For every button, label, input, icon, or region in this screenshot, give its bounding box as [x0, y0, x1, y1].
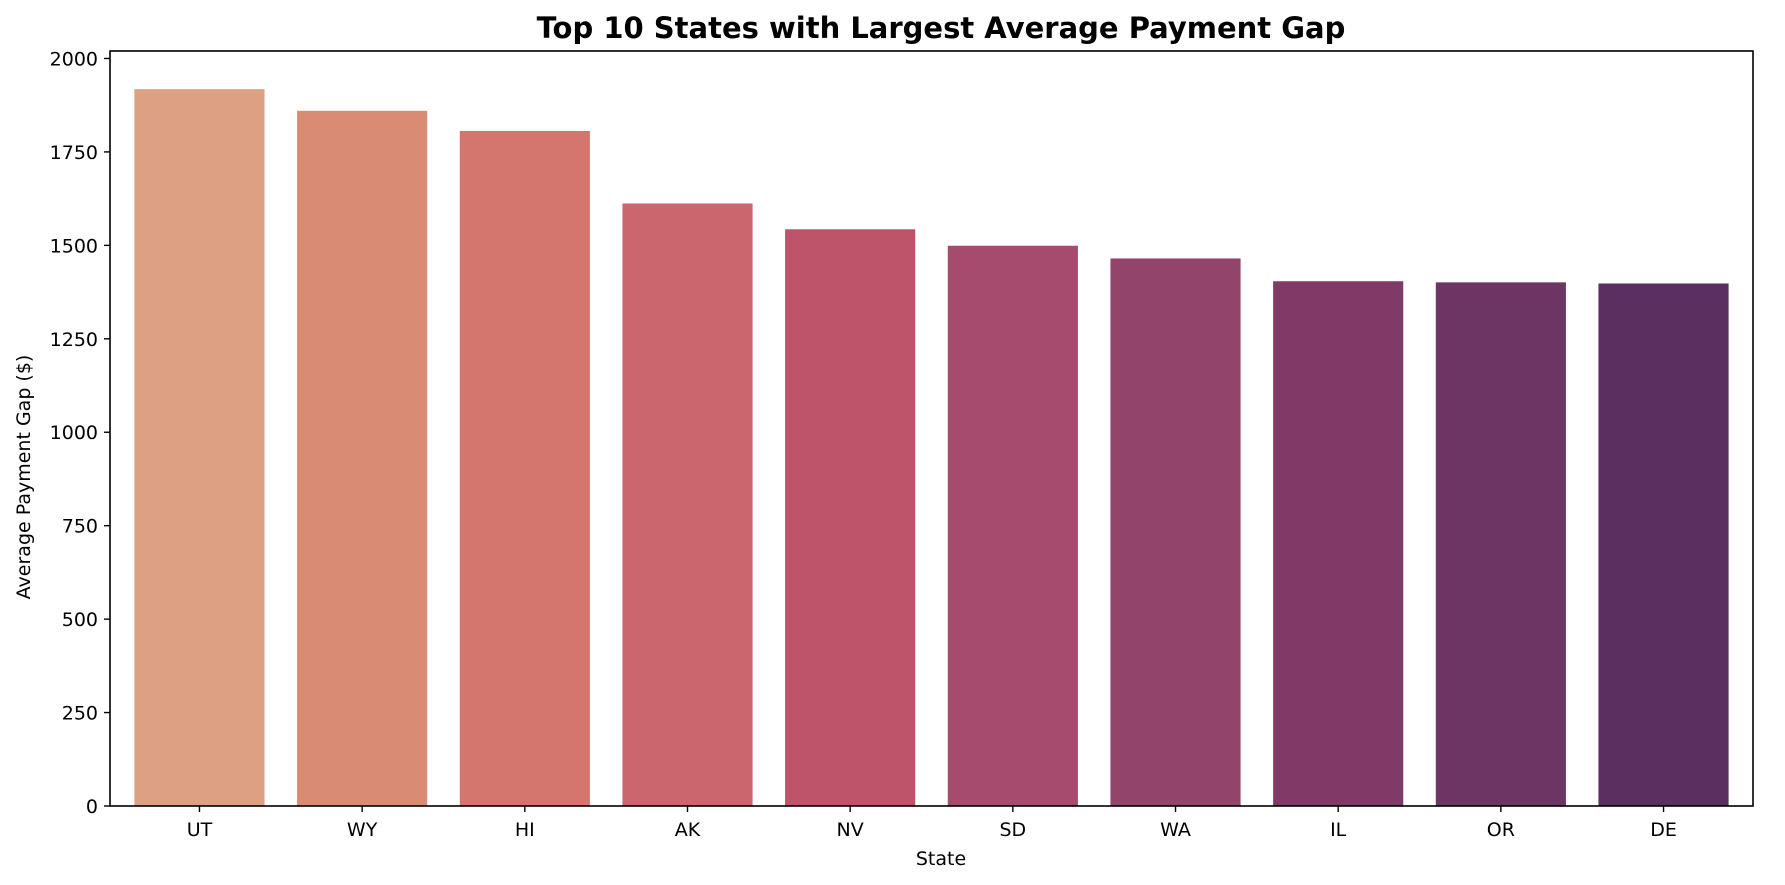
bar-de [1598, 283, 1729, 807]
x-tick-label: WA [1160, 819, 1191, 841]
bar-il [1273, 281, 1404, 806]
y-tick-label: 1000 [50, 422, 98, 444]
x-tick-label: DE [1650, 819, 1677, 841]
x-tick-label: UT [187, 819, 213, 841]
x-axis-label: State [916, 848, 966, 870]
bar-wa [1110, 258, 1241, 806]
x-tick-label: SD [999, 819, 1026, 841]
y-tick-label: 500 [62, 609, 98, 631]
bar-ak [622, 203, 753, 806]
x-tick-label: WY [347, 819, 378, 841]
bar-hi [459, 130, 590, 807]
x-tick-label: IL [1330, 819, 1347, 841]
y-tick-label: 1750 [50, 142, 98, 164]
bar-nv [785, 229, 916, 806]
y-tick-label: 2000 [50, 48, 98, 70]
bar-wy [297, 110, 428, 807]
y-tick-label: 1500 [50, 235, 98, 257]
y-axis-ticks: 0 250 500 750 1000 1250 1500 1750 2000 [50, 48, 110, 818]
y-axis-label: Average Payment Gap ($) [13, 355, 35, 600]
y-tick-label: 250 [62, 703, 98, 725]
chart-title: Top 10 States with Largest Average Payme… [537, 11, 1346, 45]
bar-or [1435, 282, 1566, 806]
bar-ut [134, 89, 265, 807]
plot-frame [109, 50, 1754, 807]
x-tick-label: HI [515, 819, 535, 841]
bars-group [134, 89, 1729, 807]
bar-sd [947, 245, 1078, 807]
x-axis-ticks: UT WY HI AK NV SD WA IL OR DE [187, 806, 1677, 841]
y-tick-label: 1250 [50, 329, 98, 351]
y-tick-label: 750 [62, 516, 98, 538]
x-tick-label: NV [837, 819, 864, 841]
x-tick-label: AK [675, 819, 701, 841]
y-tick-label: 0 [86, 796, 98, 818]
x-tick-label: OR [1487, 819, 1515, 841]
